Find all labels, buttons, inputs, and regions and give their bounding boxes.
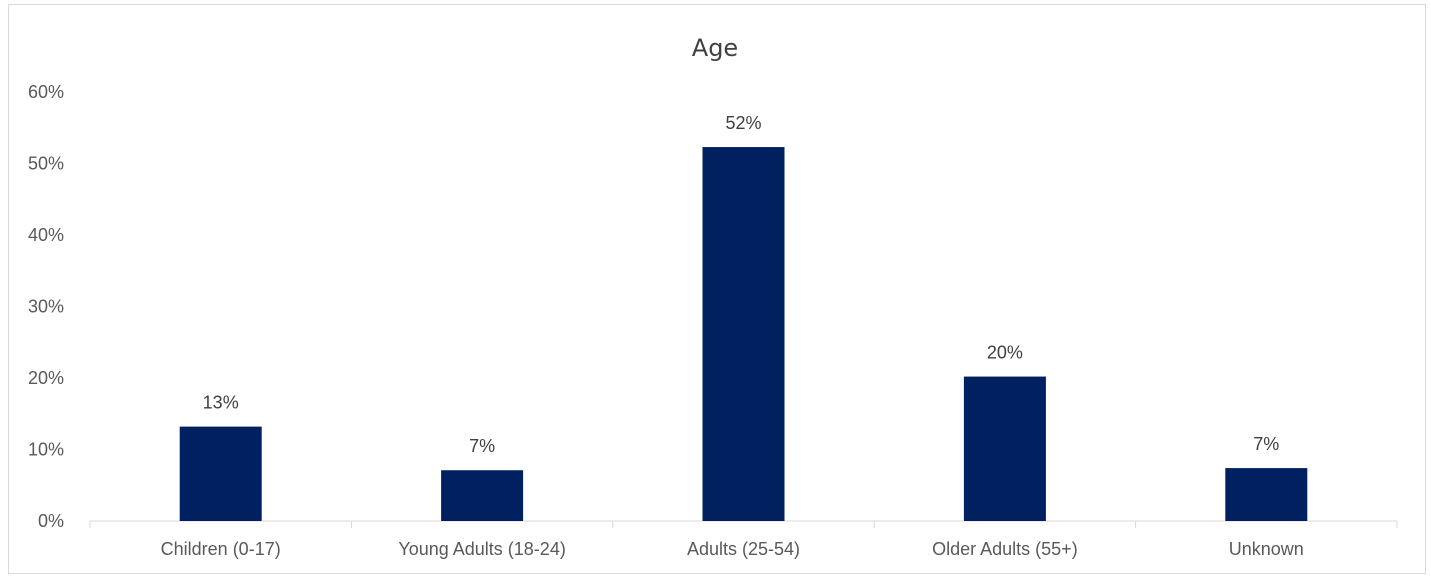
bar	[702, 147, 785, 521]
bar	[1225, 468, 1308, 521]
category-label: Adults (25-54)	[687, 539, 800, 559]
data-label: 52%	[725, 113, 761, 133]
x-axis-ticks	[89, 521, 1398, 528]
data-label: 7%	[1253, 434, 1279, 454]
category-label: Children (0-17)	[161, 539, 281, 559]
y-tick-label: 20%	[28, 368, 64, 388]
bar	[963, 376, 1046, 521]
y-tick-label: 0%	[38, 511, 64, 531]
category-label: Young Adults (18-24)	[398, 539, 565, 559]
y-tick-label: 50%	[28, 154, 64, 174]
data-label: 7%	[469, 436, 495, 456]
chart-title: Age	[692, 34, 738, 62]
data-label: 20%	[987, 343, 1023, 363]
x-axis: Children (0-17) Young Adults (18-24) Adult…	[161, 539, 1304, 559]
y-tick-label: 40%	[28, 225, 64, 245]
bars	[179, 147, 1308, 521]
y-tick-label: 60%	[28, 82, 64, 102]
category-label: Unknown	[1229, 539, 1304, 559]
category-label: Older Adults (55+)	[932, 539, 1078, 559]
bar	[441, 470, 524, 521]
data-label: 13%	[203, 393, 239, 413]
y-tick-label: 30%	[28, 297, 64, 317]
y-tick-label: 10%	[28, 440, 64, 460]
data-labels: 13% 7% 52% 20% 7%	[203, 113, 1280, 456]
bar	[179, 426, 262, 521]
y-axis: 0% 10% 20% 30% 40% 50% 60%	[28, 82, 64, 531]
